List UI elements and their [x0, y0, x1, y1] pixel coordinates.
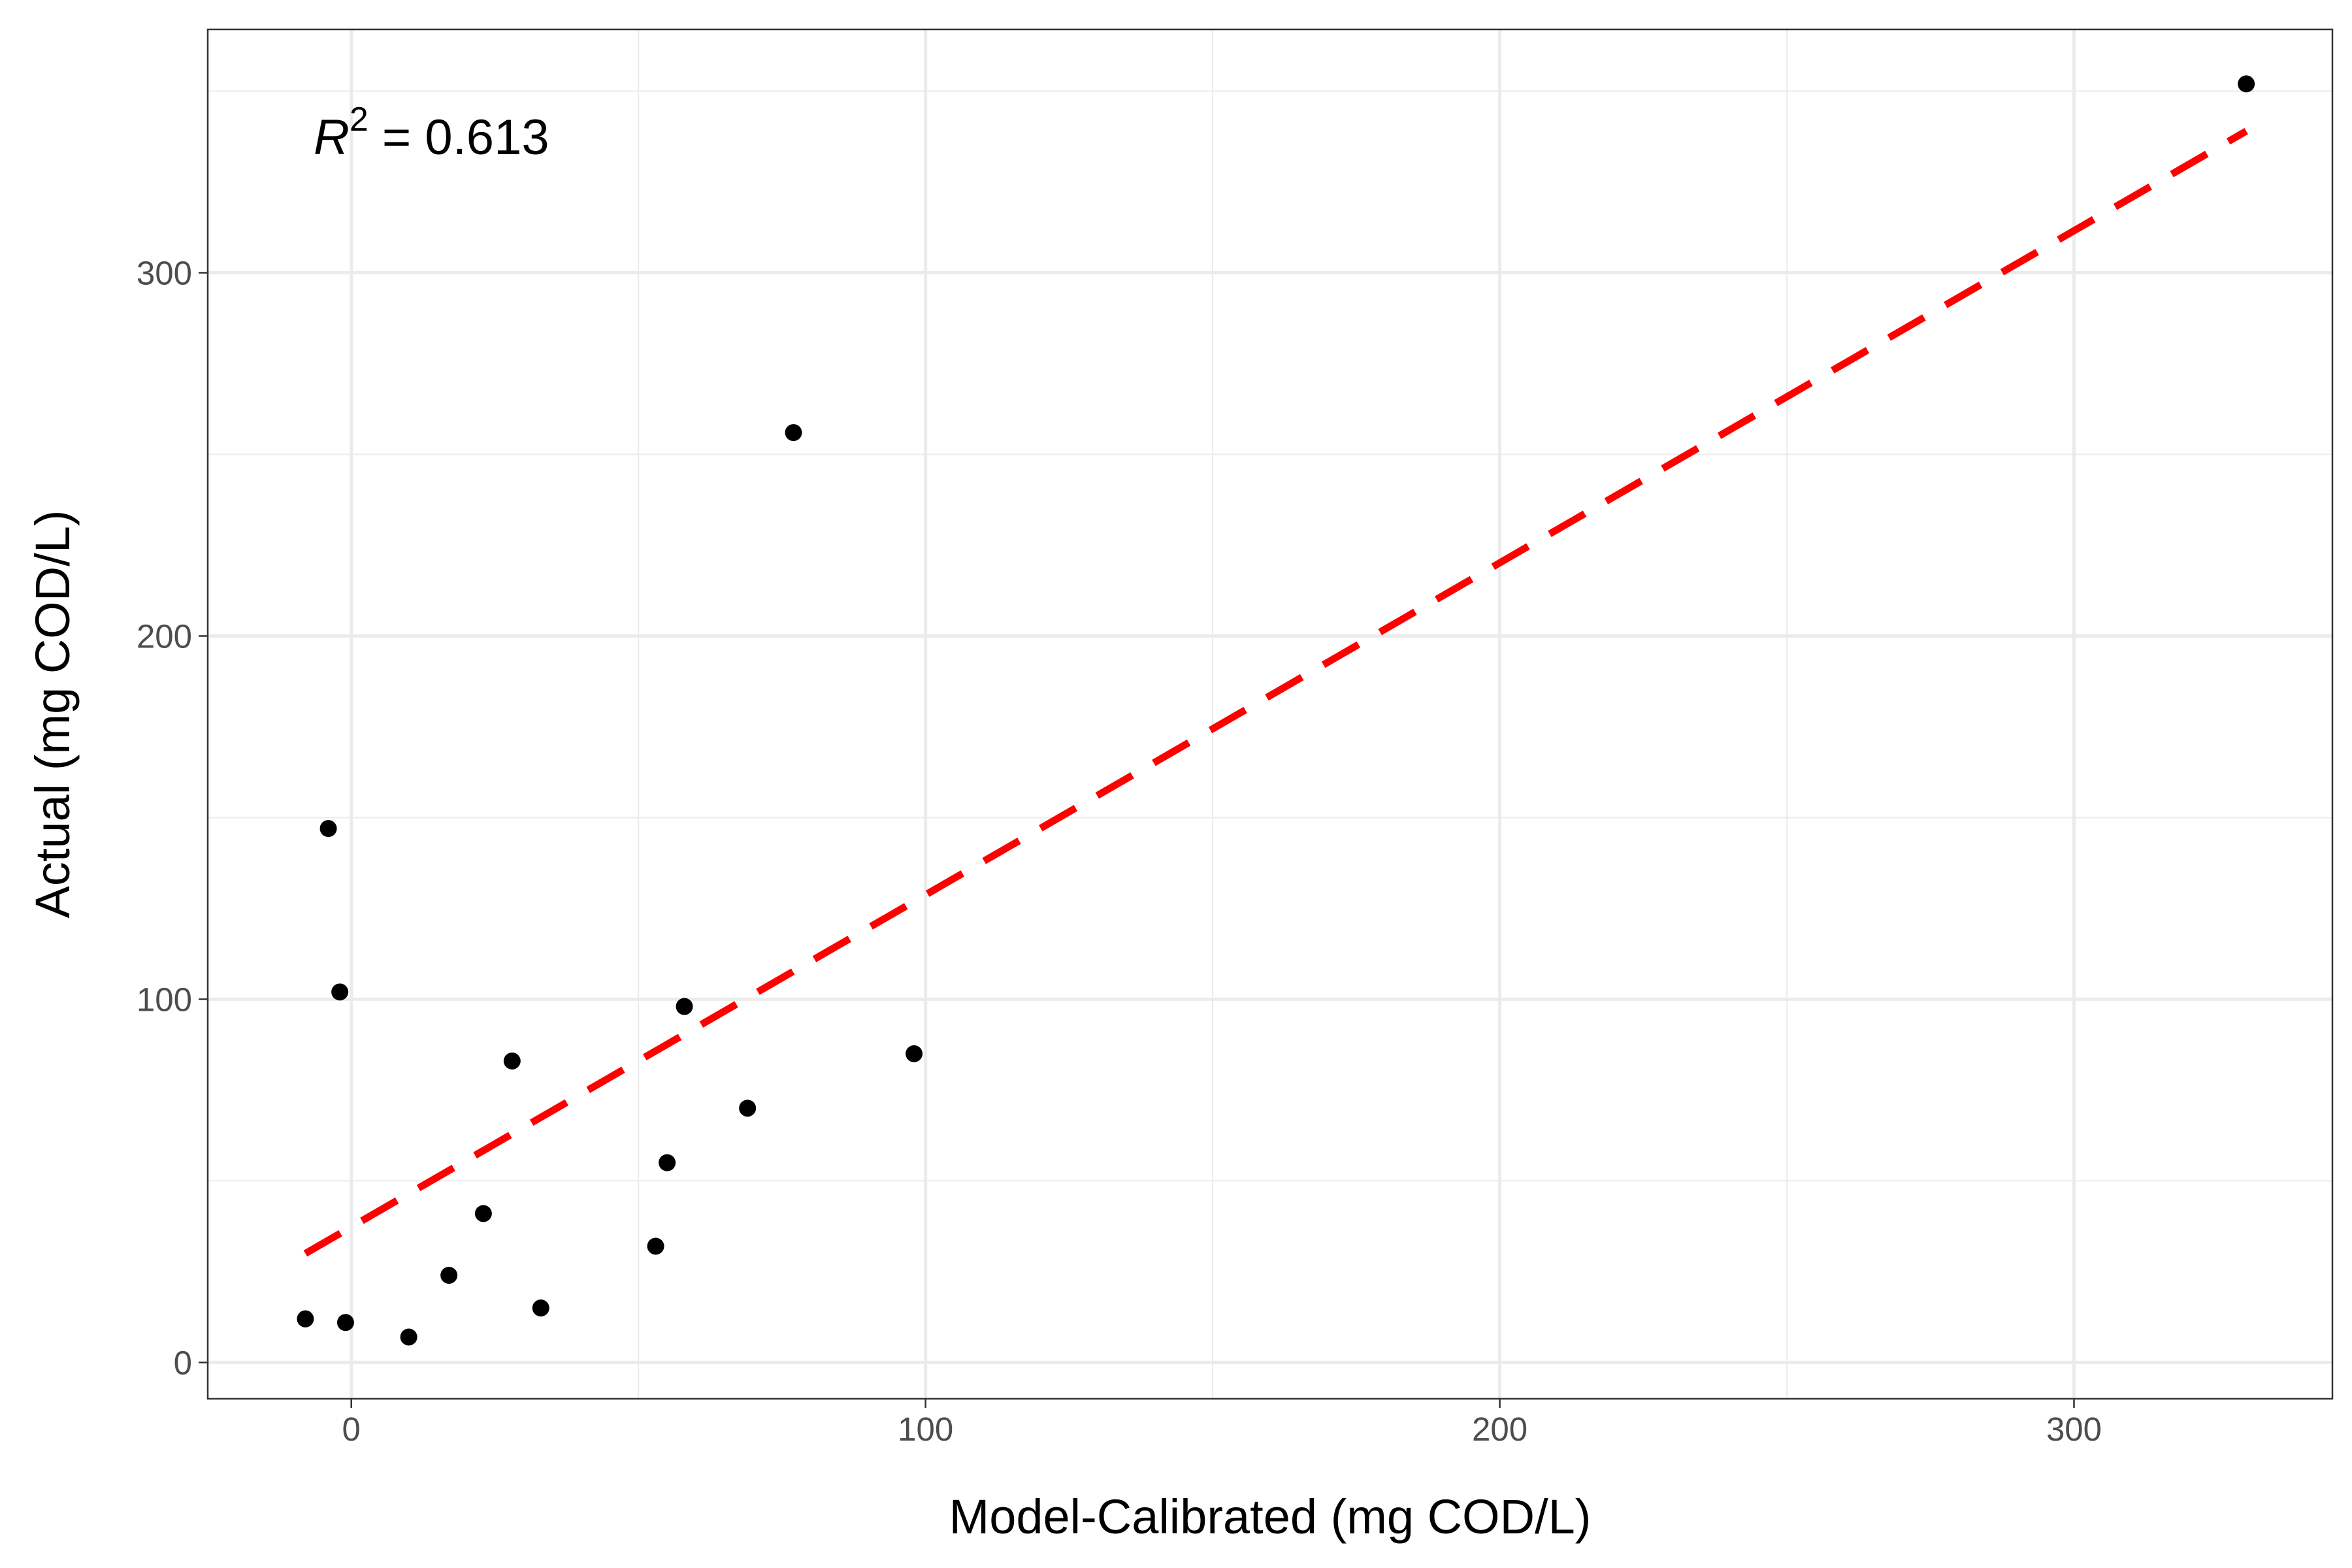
data-points: [297, 75, 2255, 1346]
minor-gridlines: [208, 29, 2332, 1399]
regression-line: [303, 127, 2248, 1257]
x-axis-title: Model-Calibrated (mg COD/L): [949, 1490, 1592, 1544]
data-point: [440, 1266, 458, 1284]
data-point: [336, 1314, 354, 1331]
y-tick-label: 300: [137, 254, 192, 291]
y-tick-label: 100: [137, 981, 192, 1018]
r-squared-annotation: R2 = 0.613: [314, 101, 549, 165]
data-point: [474, 1205, 492, 1222]
data-point: [647, 1237, 664, 1255]
x-tick-label: 0: [342, 1411, 361, 1448]
data-point: [319, 820, 337, 838]
data-point: [503, 1052, 521, 1070]
x-tick-label: 200: [1472, 1411, 1527, 1448]
r-symbol: R: [314, 110, 350, 165]
r-squared-value: = 0.613: [368, 110, 549, 165]
x-axis-ticks: 0 100 200 300: [342, 1399, 2102, 1448]
data-point: [785, 424, 802, 442]
x-tick-label: 300: [2046, 1411, 2102, 1448]
data-point: [739, 1100, 757, 1117]
data-point: [297, 1310, 314, 1328]
y-tick-label: 200: [137, 617, 192, 655]
y-axis-ticks: 0 100 200 300: [137, 254, 208, 1381]
y-axis-title: Actual (mg COD/L): [25, 510, 80, 918]
data-point: [2238, 75, 2255, 93]
data-point: [659, 1154, 676, 1171]
x-tick-label: 100: [898, 1411, 953, 1448]
regression-line-group: [303, 127, 2248, 1257]
data-point: [400, 1328, 417, 1346]
data-point: [906, 1045, 923, 1062]
data-point: [532, 1299, 549, 1317]
plot-panel-border: [206, 28, 2334, 1400]
y-tick-label: 0: [174, 1344, 192, 1381]
data-point: [676, 998, 693, 1015]
r-superscript: 2: [350, 101, 368, 139]
major-gridlines: [208, 29, 2332, 1399]
data-point: [331, 983, 349, 1001]
